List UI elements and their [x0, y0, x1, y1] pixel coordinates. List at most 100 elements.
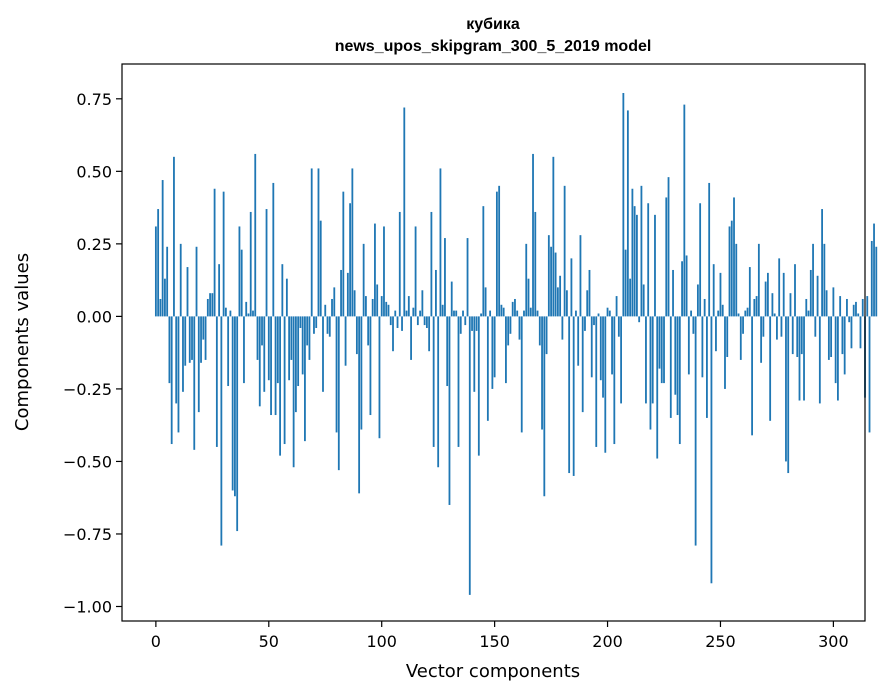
bar	[791, 316, 794, 355]
bar	[322, 316, 324, 392]
bar	[525, 243, 528, 317]
bar	[175, 316, 178, 404]
bar	[365, 296, 367, 317]
bar	[484, 287, 487, 317]
bar	[258, 316, 261, 407]
bar	[294, 316, 297, 413]
bar	[319, 220, 322, 317]
bar	[602, 316, 604, 398]
bar	[651, 316, 654, 404]
bar	[414, 226, 417, 317]
bar	[471, 316, 473, 331]
bar	[177, 316, 180, 433]
bar	[437, 316, 440, 468]
bar	[868, 316, 871, 433]
bar	[159, 298, 162, 317]
bar	[256, 316, 259, 360]
bar	[640, 185, 643, 317]
bar	[875, 246, 878, 317]
bar	[724, 316, 726, 389]
bar	[581, 316, 584, 413]
bar	[633, 206, 636, 317]
bar	[814, 316, 817, 337]
bar	[807, 310, 810, 317]
bar	[392, 316, 394, 352]
bar	[834, 316, 837, 384]
bar	[450, 281, 453, 317]
bar	[168, 316, 171, 384]
bar	[274, 316, 277, 416]
bar	[818, 316, 821, 404]
bar	[622, 93, 625, 317]
x-tick-label: 0	[151, 632, 161, 651]
bar	[204, 316, 207, 360]
bar	[184, 316, 187, 366]
bar	[477, 316, 480, 456]
bar	[613, 316, 616, 445]
bar	[534, 211, 537, 317]
y-tick-label: −1.00	[63, 597, 112, 616]
bar	[552, 156, 555, 317]
bar	[629, 278, 632, 317]
bar	[839, 296, 842, 317]
bar	[446, 316, 449, 387]
bar	[326, 316, 329, 334]
bar	[346, 272, 349, 317]
bar	[717, 310, 720, 317]
bar	[229, 310, 232, 317]
bar	[179, 243, 182, 317]
bar	[355, 316, 358, 355]
bar	[796, 316, 799, 357]
chart-title: кубика	[466, 16, 520, 33]
bar	[272, 182, 275, 317]
bar	[301, 316, 304, 375]
bar	[606, 307, 609, 317]
bar	[850, 316, 853, 349]
bar	[331, 298, 333, 317]
bar	[193, 316, 196, 450]
bar	[672, 269, 674, 317]
bar	[712, 264, 715, 317]
bar	[665, 197, 668, 317]
bar	[597, 313, 600, 317]
bar	[710, 316, 713, 584]
bar	[435, 269, 437, 317]
bar	[299, 316, 302, 328]
plot-frame	[121, 63, 866, 622]
bar	[351, 168, 354, 317]
bar	[857, 313, 860, 317]
bar	[353, 290, 356, 317]
bar	[362, 243, 365, 317]
bar	[532, 153, 534, 317]
bar	[870, 240, 873, 317]
bar	[376, 284, 379, 317]
y-axis-label: Components values	[12, 253, 33, 431]
bar	[751, 316, 753, 436]
bar	[308, 316, 311, 360]
bar	[236, 316, 239, 532]
bar	[701, 316, 704, 378]
bar	[491, 316, 494, 389]
bar	[507, 316, 510, 346]
bar	[823, 243, 826, 317]
x-tick-label: 200	[592, 632, 623, 651]
x-axis: 0 50 100 150 200 250 300	[151, 621, 849, 651]
bar	[493, 316, 496, 378]
bar	[780, 316, 783, 337]
bar	[737, 313, 740, 317]
bar	[663, 316, 665, 384]
bar	[694, 316, 697, 546]
bar	[649, 316, 652, 430]
bar	[837, 316, 839, 401]
bar	[453, 310, 455, 317]
bar	[785, 316, 787, 462]
y-tick-label: −0.25	[63, 380, 112, 399]
bar	[866, 296, 869, 317]
bar	[385, 301, 388, 317]
bar	[755, 296, 758, 317]
x-tick-label: 300	[818, 632, 849, 651]
bar	[855, 301, 857, 317]
bar	[721, 304, 724, 317]
bar	[211, 293, 214, 317]
bar-series	[154, 93, 878, 595]
